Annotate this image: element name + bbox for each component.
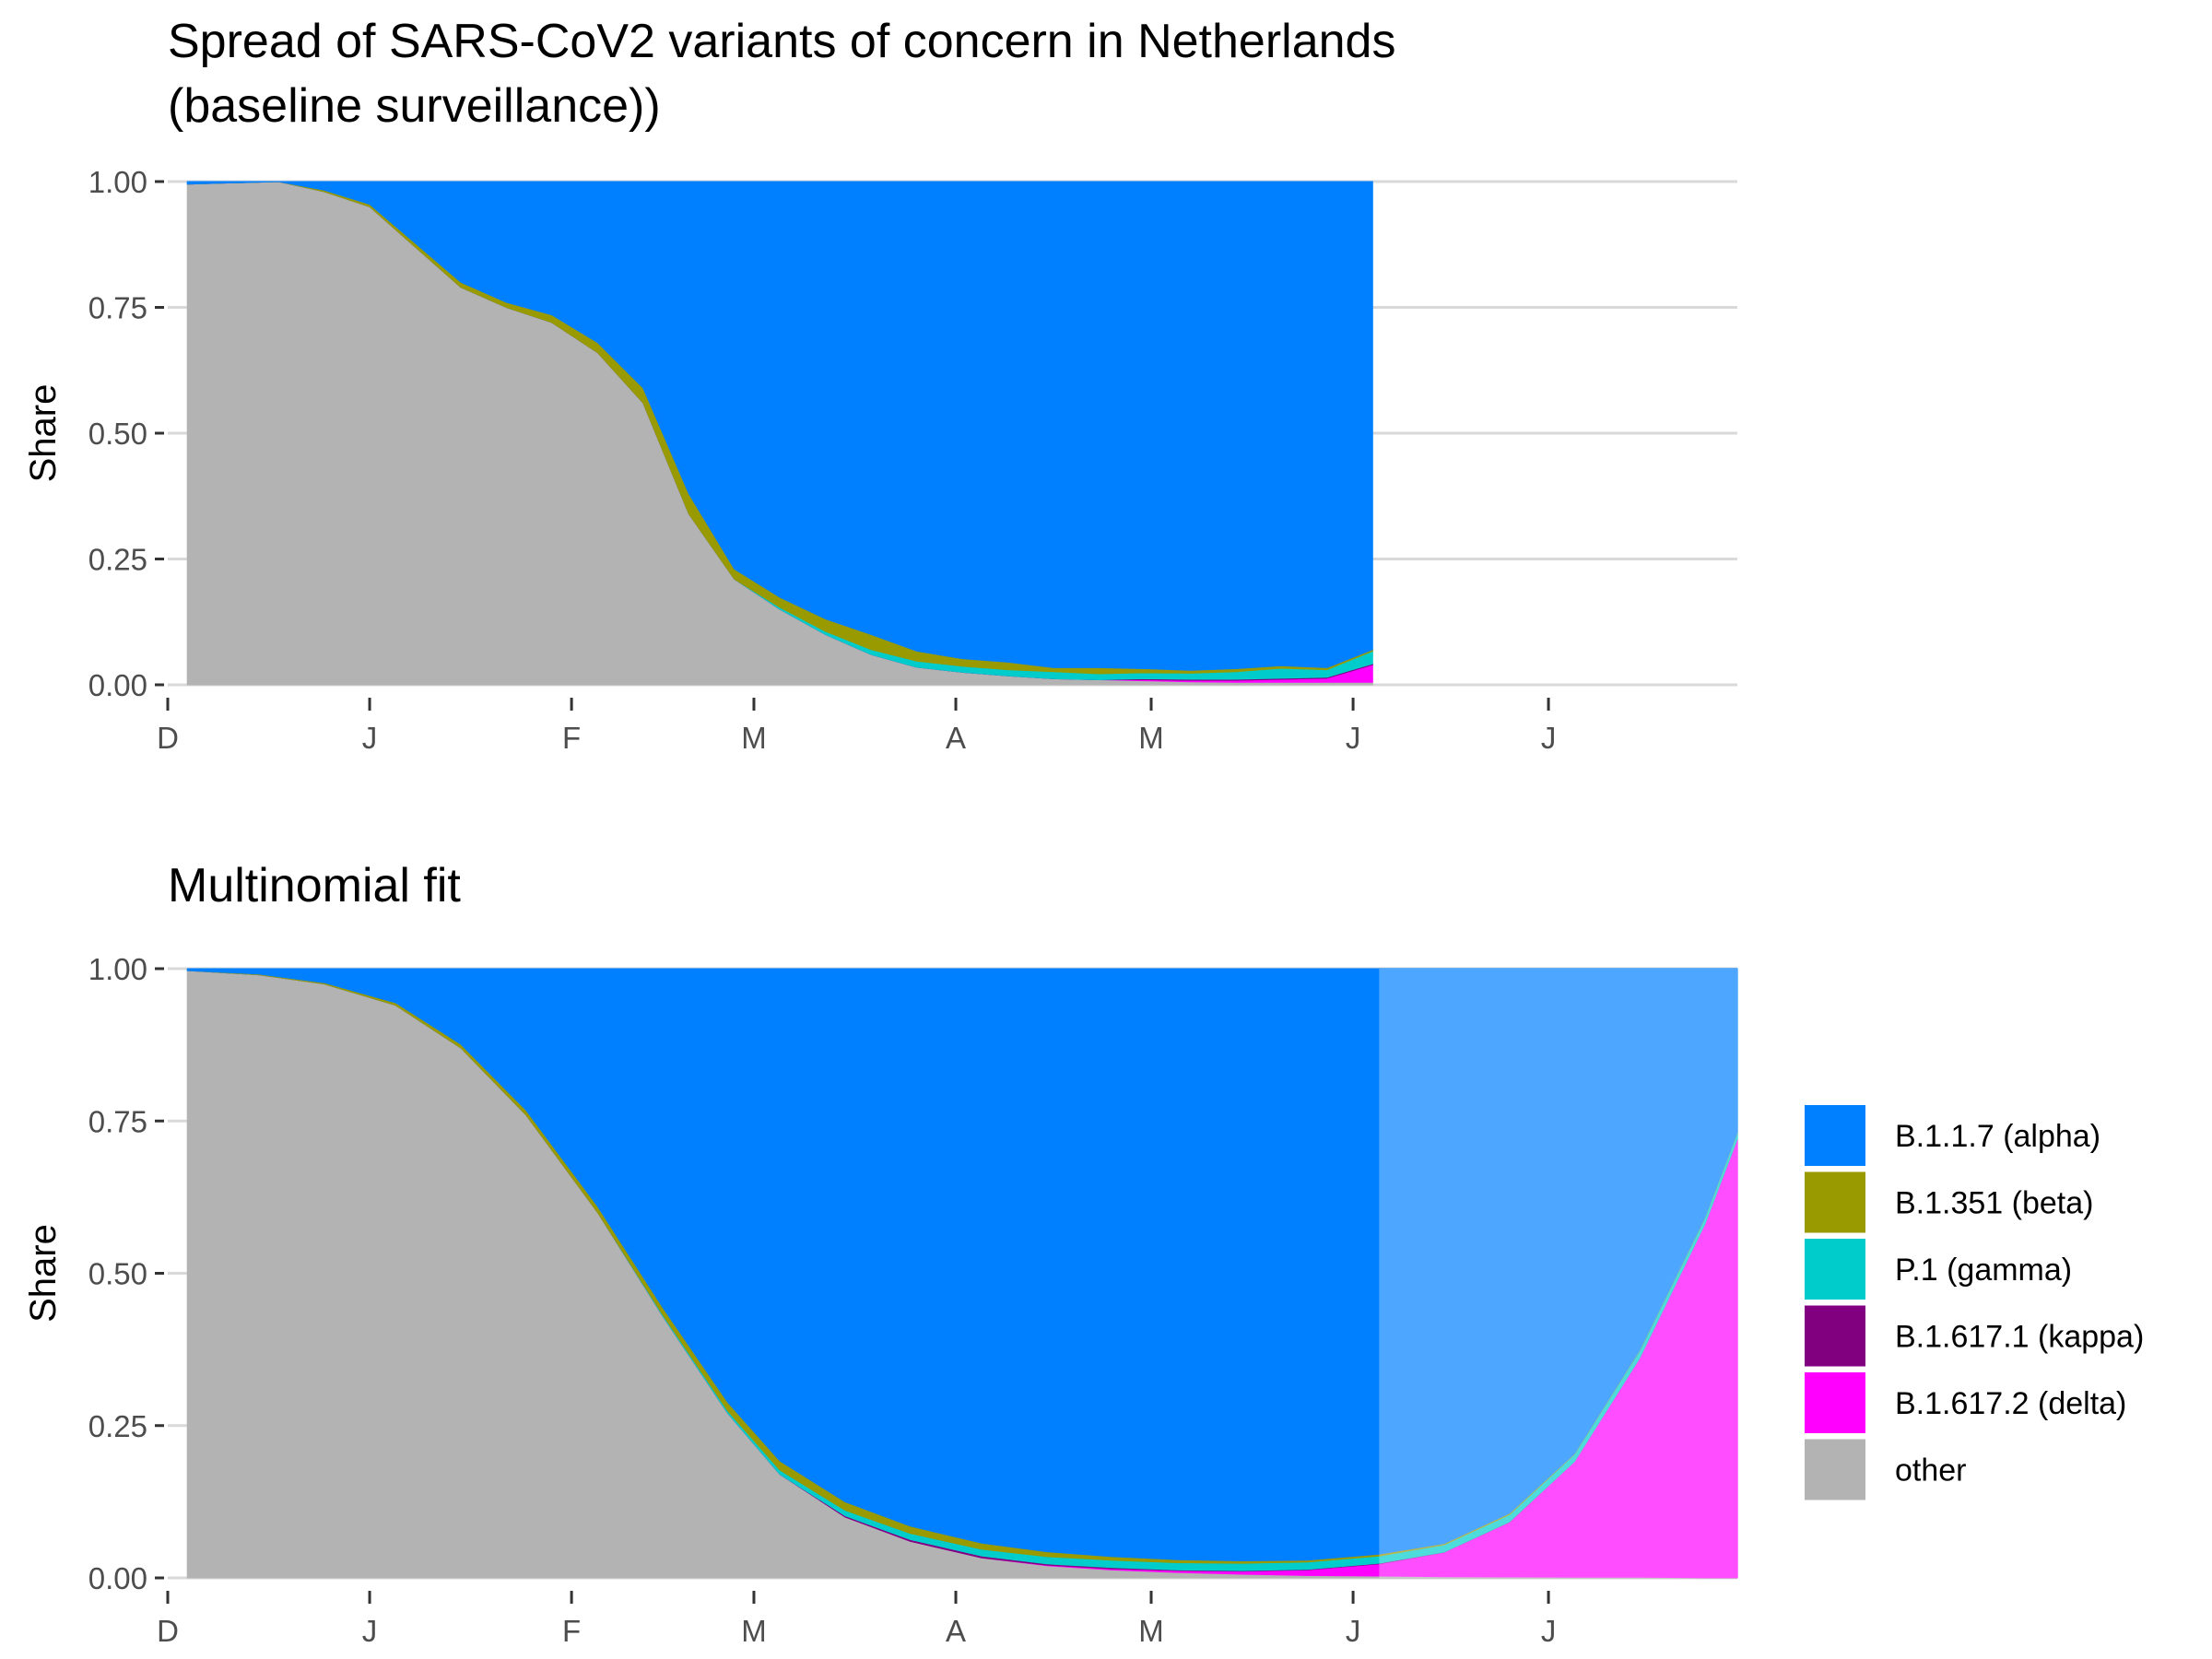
x-tick-label: M — [1138, 721, 1164, 755]
x-tick-label: A — [946, 1614, 966, 1648]
chart-title-line1: Spread of SARS-CoV2 variants of concern … — [168, 15, 1395, 68]
x-tick-label: A — [946, 721, 966, 755]
area-b-1-1-7-alpha — [186, 968, 1738, 1562]
panel2-title: Multinomial fit — [168, 859, 461, 912]
forecast-shading — [1379, 969, 1737, 1578]
y-tick-label: 0.00 — [88, 1561, 147, 1595]
y-tick-label: 0.50 — [88, 417, 147, 451]
x-tick-label: M — [1138, 1614, 1164, 1648]
area-b-1-1-7-alpha — [186, 181, 1373, 671]
y-tick-label: 0.75 — [88, 1104, 147, 1138]
y-tick-label: 0.25 — [88, 1409, 147, 1443]
y-tick-label: 0.75 — [88, 291, 147, 325]
x-tick-label: F — [562, 1614, 581, 1648]
x-tick-label: M — [741, 1614, 767, 1648]
y-axis-title: Share — [23, 384, 64, 483]
legend-swatch-kappa — [1805, 1305, 1865, 1367]
stacked-areas — [186, 181, 1373, 686]
legend-label-delta: B.1.617.2 (delta) — [1895, 1386, 2126, 1421]
legend: B.1.1.7 (alpha) B.1.351 (beta) P.1 (gamma)… — [1805, 1105, 2144, 1500]
y-axis-title: Share — [23, 1224, 64, 1323]
legend-swatch-alpha — [1805, 1105, 1865, 1166]
x-tick-label: J — [1346, 721, 1361, 755]
legend-swatch-delta — [1805, 1372, 1865, 1433]
y-tick-label: 0.25 — [88, 543, 147, 577]
y-tick-label: 0.50 — [88, 1257, 147, 1291]
legend-swatch-gamma — [1805, 1239, 1865, 1300]
panel-observed: 0.00 0.25 0.50 0.75 1.00 D J F M A M J J Share — [23, 165, 1737, 755]
x-tick-label: J — [1541, 721, 1557, 755]
y-tick-label: 1.00 — [88, 165, 147, 199]
chart-title-line2: (baseline surveillance)) — [168, 79, 661, 133]
legend-label-beta: B.1.351 (beta) — [1895, 1186, 2093, 1221]
x-tick-label: J — [362, 1614, 378, 1648]
legend-label-kappa: B.1.617.1 (kappa) — [1895, 1320, 2144, 1355]
x-tick-label: D — [157, 1614, 179, 1648]
x-tick-label: J — [1541, 1614, 1557, 1648]
legend-swatch-other — [1805, 1439, 1865, 1500]
x-tick-label: D — [157, 721, 179, 755]
legend-label-alpha: B.1.1.7 (alpha) — [1895, 1119, 2100, 1154]
x-tick-label: M — [741, 721, 767, 755]
legend-label-other: other — [1895, 1453, 1967, 1488]
legend-swatch-beta — [1805, 1171, 1865, 1233]
x-tick-label: F — [562, 721, 581, 755]
x-tick-label: J — [1346, 1614, 1361, 1648]
y-tick-label: 1.00 — [88, 952, 147, 986]
y-tick-label: 0.00 — [88, 668, 147, 702]
x-tick-label: J — [362, 721, 378, 755]
legend-label-gamma: P.1 (gamma) — [1895, 1253, 2072, 1288]
stacked-areas — [186, 968, 1738, 1579]
panel-multinomial-fit: 0.00 0.25 0.50 0.75 1.00 D J F M A M J J Share — [23, 952, 1738, 1648]
